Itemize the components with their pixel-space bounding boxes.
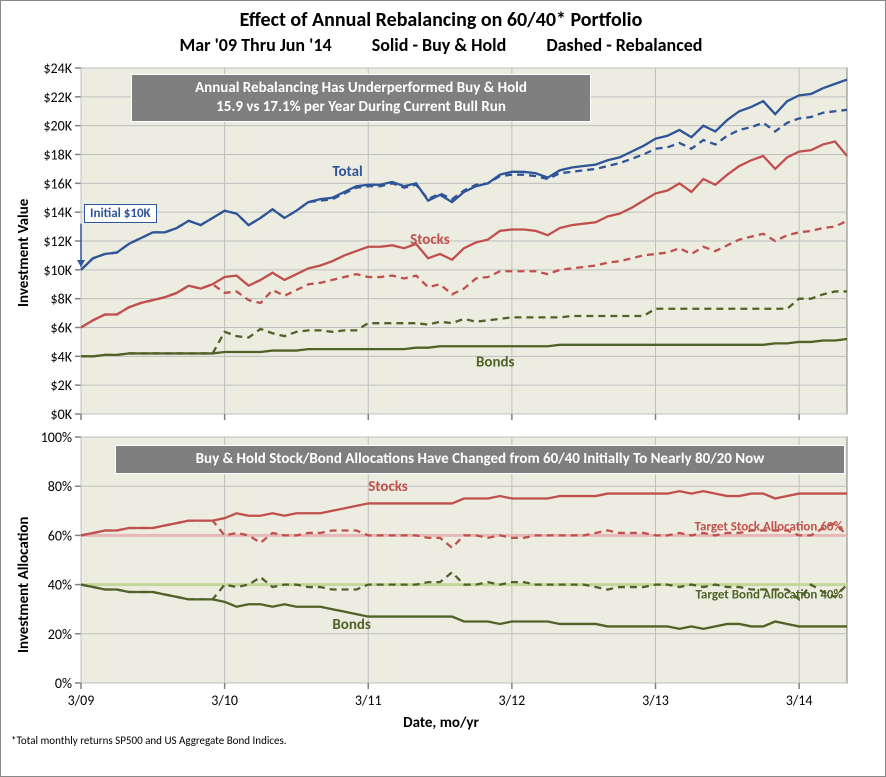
svg-text:$14K: $14K [43, 204, 72, 221]
svg-text:40%: 40% [48, 577, 72, 594]
svg-text:20%: 20% [48, 626, 72, 643]
svg-text:Stocks: Stocks [368, 478, 408, 496]
svg-text:80%: 80% [48, 478, 72, 495]
svg-text:$6K: $6K [51, 320, 73, 337]
subtitle-right: Dashed - Rebalanced [546, 34, 702, 56]
svg-text:$18K: $18K [43, 147, 72, 164]
subtitle-mid: Solid - Buy & Hold [372, 34, 507, 56]
svg-text:100%: 100% [41, 431, 72, 446]
initial-value-callout: Initial $10K [84, 204, 157, 223]
chart-subtitle: Mar '09 Thru Jun '14 Solid - Buy & Hold … [9, 34, 873, 56]
top-annotation: Annual Rebalancing Has Underperformed Bu… [131, 74, 591, 122]
x-axis-title: Date, mo/yr [9, 714, 873, 732]
svg-text:Target Bond Allocation 40%: Target Bond Allocation 40% [695, 588, 843, 603]
svg-text:Target Stock Allocation 60%: Target Stock Allocation 60% [695, 519, 844, 534]
svg-text:$2K: $2K [51, 377, 73, 394]
svg-text:$10K: $10K [43, 262, 72, 279]
svg-text:$4K: $4K [51, 348, 73, 365]
svg-text:3/11: 3/11 [355, 692, 382, 709]
svg-text:0%: 0% [55, 675, 72, 692]
svg-text:$20K: $20K [43, 118, 72, 135]
svg-text:Bonds: Bonds [476, 353, 515, 371]
footnote: *Total monthly returns SP500 and US Aggr… [11, 734, 873, 747]
svg-text:Stocks: Stocks [410, 231, 450, 249]
svg-text:3/13: 3/13 [642, 692, 669, 709]
svg-text:Total: Total [332, 163, 362, 181]
bottom-y-label: Investment Allocation [15, 517, 33, 654]
chart-figure: Effect of Annual Rebalancing on 60/40* P… [0, 0, 886, 777]
svg-text:$16K: $16K [43, 175, 72, 192]
svg-text:$0K: $0K [51, 406, 73, 422]
svg-text:3/09: 3/09 [68, 692, 95, 709]
svg-text:$24K: $24K [43, 62, 72, 77]
svg-text:Bonds: Bonds [332, 616, 371, 634]
svg-text:$8K: $8K [51, 291, 73, 308]
chart-title: Effect of Annual Rebalancing on 60/40* P… [9, 9, 873, 32]
svg-text:$22K: $22K [43, 89, 72, 106]
svg-text:60%: 60% [48, 527, 72, 544]
svg-text:3/10: 3/10 [211, 692, 238, 709]
top-chart: Investment Value Annual Rebalancing Has … [9, 62, 873, 427]
bottom-chart: Investment Allocation Buy & Hold Stock/B… [9, 431, 873, 716]
subtitle-left: Mar '09 Thru Jun '14 [180, 34, 332, 56]
bottom-annotation: Buy & Hold Stock/Bond Allocations Have C… [115, 445, 845, 474]
top-y-label: Investment Value [15, 199, 33, 307]
svg-text:3/12: 3/12 [499, 692, 526, 709]
svg-text:3/14: 3/14 [786, 692, 813, 709]
svg-text:$12K: $12K [43, 233, 72, 250]
